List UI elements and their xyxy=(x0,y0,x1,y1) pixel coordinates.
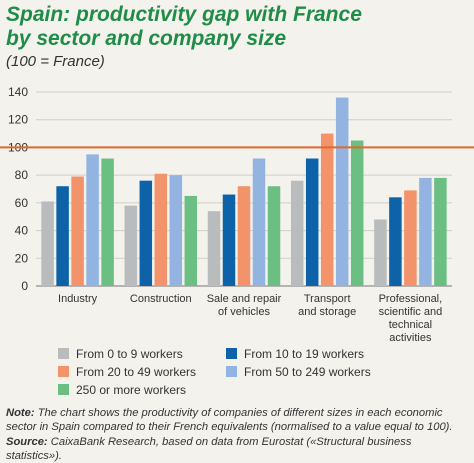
bar-2-5 xyxy=(184,195,198,286)
bar-5-5 xyxy=(434,177,447,286)
bar-1-1 xyxy=(41,201,54,286)
legend-label: From 10 to 19 workers xyxy=(244,346,365,361)
bar-2-3 xyxy=(154,173,168,286)
legend-swatch xyxy=(58,366,69,377)
legend-label: From 0 to 9 workers xyxy=(76,346,183,361)
category-label-line: Construction xyxy=(130,293,192,305)
category-label-2: Construction xyxy=(130,293,192,305)
y-tick-label-60: 60 xyxy=(15,196,29,210)
category-label-line: technical xyxy=(389,319,432,331)
bar-4-1 xyxy=(290,180,304,286)
note-text: The chart shows the productivity of comp… xyxy=(6,407,453,434)
legend-item: From 50 to 249 workers xyxy=(226,364,426,379)
chart-title: Spain: productivity gap with France by s… xyxy=(6,3,362,51)
y-tick-label-20: 20 xyxy=(15,251,29,265)
chart-subtitle: (100 = France) xyxy=(6,53,105,70)
y-tick-label-120: 120 xyxy=(8,113,28,127)
bar-4-5 xyxy=(350,140,364,286)
category-label-line: Transport xyxy=(304,293,351,305)
category-label-line: activities xyxy=(389,332,432,344)
bar-1-4 xyxy=(86,154,99,286)
bar-5-4 xyxy=(419,177,432,286)
chart-title-line-1: Spain: productivity gap with France xyxy=(6,3,362,26)
category-label-line: of vehicles xyxy=(218,306,270,318)
chart-notes: Note: The chart shows the productivity o… xyxy=(6,406,470,463)
y-tick-label-0: 0 xyxy=(21,279,28,293)
bar-5-3 xyxy=(404,190,417,286)
bar-4-4 xyxy=(335,97,349,287)
legend-swatch xyxy=(58,348,69,359)
category-label-4: Transport and storage xyxy=(298,293,356,318)
legend-item: From 0 to 9 workers xyxy=(58,346,226,361)
bar-3-3 xyxy=(237,186,251,286)
source-label: Source: xyxy=(6,435,48,448)
bar-3-1 xyxy=(207,211,221,286)
note-label: Note: xyxy=(6,407,35,419)
category-label-line: Sale and repair xyxy=(207,293,282,305)
category-label-line: scientific and xyxy=(379,306,443,318)
bar-5-1 xyxy=(374,219,387,286)
legend-label: From 20 to 49 workers xyxy=(76,364,197,379)
bar-5-2 xyxy=(389,197,402,286)
bar-2-1 xyxy=(124,205,138,286)
category-label-5: Professional, scientific and technical acti… xyxy=(379,293,443,344)
chart-title-line-2: by sector and company size xyxy=(6,27,287,50)
bar-3-2 xyxy=(222,194,236,286)
category-label-3: Sale and repair of vehicles xyxy=(207,293,282,318)
legend-swatch xyxy=(58,384,69,395)
y-tick-label-140: 140 xyxy=(8,85,28,99)
category-label-line: and storage xyxy=(298,306,356,318)
legend-item: 250 or more workers xyxy=(58,382,226,397)
source-text: CaixaBank Research, based on data from E… xyxy=(6,435,412,462)
legend-item: From 20 to 49 workers xyxy=(58,364,226,379)
bar-2-4 xyxy=(169,175,183,286)
legend-label: From 50 to 249 workers xyxy=(244,364,371,379)
legend-item: From 10 to 19 workers xyxy=(226,346,426,361)
bar-3-4 xyxy=(252,158,266,286)
category-label-line: Industry xyxy=(58,293,98,305)
legend-swatch xyxy=(226,366,237,377)
legend-swatch xyxy=(226,348,237,359)
category-label-line: Professional, xyxy=(379,293,443,305)
y-tick-label-40: 40 xyxy=(15,224,29,238)
bar-4-2 xyxy=(305,158,319,286)
legend-label: 250 or more workers xyxy=(76,382,187,397)
bar-1-2 xyxy=(56,186,69,286)
chart-legend: From 0 to 9 workers From 10 to 19 workers… xyxy=(58,346,438,397)
category-label-1: Industry xyxy=(58,293,98,305)
y-tick-label-80: 80 xyxy=(15,168,29,182)
bar-3-5 xyxy=(267,186,281,286)
bar-1-5 xyxy=(101,158,114,286)
bar-1-3 xyxy=(71,176,84,286)
bar-2-2 xyxy=(139,180,153,286)
bar-4-3 xyxy=(320,133,334,286)
